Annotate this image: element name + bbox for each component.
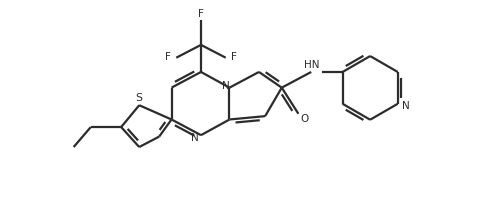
Text: N: N [191, 132, 199, 143]
Text: N: N [402, 101, 410, 111]
Text: O: O [300, 115, 308, 124]
Text: F: F [198, 9, 204, 19]
Text: N: N [222, 81, 229, 91]
Text: S: S [135, 93, 142, 103]
Text: HN: HN [304, 60, 320, 70]
Text: F: F [165, 52, 171, 62]
Text: F: F [231, 52, 237, 62]
